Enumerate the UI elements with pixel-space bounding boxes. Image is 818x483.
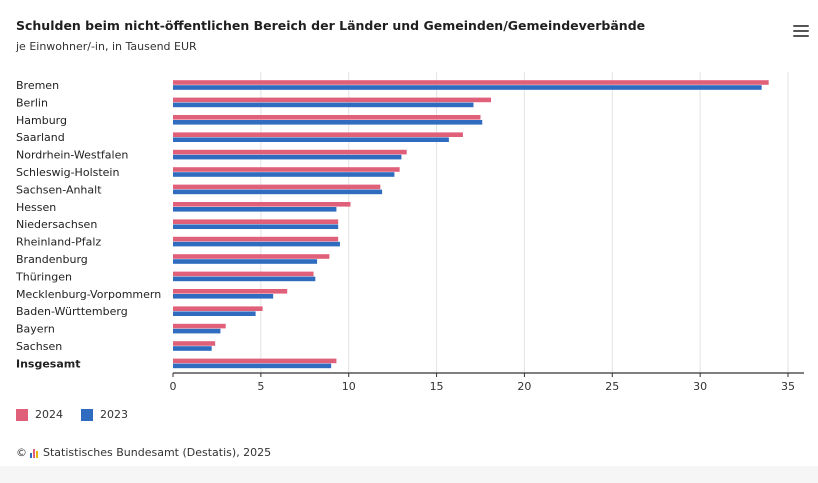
bar-2024: [173, 132, 463, 137]
bar-2023: [173, 154, 402, 160]
legend-label-2024: 2024: [35, 408, 63, 421]
bar-2023: [173, 241, 340, 247]
bar-2024: [173, 358, 337, 364]
category-label: Schleswig-Holstein: [16, 166, 119, 179]
bar-2024: [173, 115, 481, 120]
bar-2024: [173, 341, 216, 346]
x-tick-label-30: 30: [693, 380, 707, 393]
category-label: Berlin: [16, 96, 48, 109]
bar-2024: [173, 97, 492, 103]
category-label: Mecklenburg-Vorpommern: [16, 288, 161, 301]
bar-2023: [173, 328, 221, 334]
category-label: Insgesamt: [16, 357, 81, 370]
bar-2024: [173, 236, 339, 242]
category-label: Saarland: [16, 131, 65, 144]
legend-swatch-2023: [81, 408, 93, 421]
category-label: Niedersachsen: [16, 218, 97, 231]
bar-2024: [173, 149, 407, 155]
bar-2023: [173, 189, 383, 195]
bar-2023: [173, 102, 474, 108]
bar-2024: [173, 289, 288, 294]
x-tick-label-35: 35: [781, 380, 795, 393]
legend-swatch-2024: [16, 408, 28, 421]
category-label: Thüringen: [15, 270, 72, 283]
source-line: © Statistisches Bundesamt (Destatis), 20…: [16, 446, 271, 459]
bar-2023: [173, 294, 274, 299]
bar-2023: [173, 85, 762, 90]
category-label: Baden-Württemberg: [16, 305, 128, 318]
x-tick-label-5: 5: [257, 380, 264, 393]
bar-2024: [173, 202, 351, 207]
category-label: Nordrhein-Westfalen: [16, 149, 128, 162]
bar-2023: [173, 137, 449, 142]
bar-2023: [173, 311, 256, 316]
bar-2023: [173, 346, 212, 351]
bar-2023: [173, 276, 316, 282]
legend-item-2023[interactable]: 2023: [81, 408, 128, 421]
bar-2024: [173, 271, 314, 277]
bar-2023: [173, 172, 395, 177]
x-tick-label-15: 15: [430, 380, 444, 393]
source-text: Statistisches Bundesamt (Destatis), 2025: [43, 446, 272, 459]
bar-chart: 0 5 10 15 20 25 30 35 Bremen Berlin Hamburg Saarlan…: [15, 72, 804, 393]
bar-2024: [173, 184, 381, 190]
legend: 2024 2023: [16, 408, 128, 421]
chart-subtitle: je Einwohner/-in, in Tausend EUR: [16, 40, 197, 53]
category-label: Bremen: [16, 79, 59, 92]
category-label: Sachsen-Anhalt: [16, 183, 102, 196]
category-label: Hamburg: [16, 114, 67, 127]
bar-2024: [173, 167, 400, 172]
x-tick-label-20: 20: [517, 380, 531, 393]
legend-item-2024[interactable]: 2024: [16, 408, 63, 421]
destatis-logo-icon: [30, 448, 38, 458]
bar-2024: [173, 219, 339, 224]
bar-2024: [173, 323, 226, 329]
category-label: Sachsen: [16, 340, 62, 353]
copyright-symbol: ©: [16, 446, 27, 459]
x-tick-label-0: 0: [170, 380, 177, 393]
category-label: Brandenburg: [16, 253, 88, 266]
bottom-band: [0, 466, 818, 483]
bar-2023: [173, 224, 339, 229]
category-label: Hessen: [16, 201, 56, 214]
bar-2023: [173, 259, 318, 264]
hamburger-menu-icon[interactable]: [793, 25, 809, 39]
bar-2024: [173, 306, 263, 311]
legend-label-2023: 2023: [100, 408, 128, 421]
bar-2023: [173, 363, 332, 369]
category-label: Bayern: [16, 323, 55, 336]
bar-2023: [173, 120, 483, 125]
category-label: Rheinland-Pfalz: [16, 236, 101, 249]
bar-2023: [173, 207, 337, 212]
chart-title: Schulden beim nicht-öffentlichen Bereich…: [16, 18, 646, 33]
x-tick-label-10: 10: [342, 380, 356, 393]
bar-2024: [173, 80, 769, 85]
x-tick-label-25: 25: [605, 380, 619, 393]
bar-2024: [173, 254, 330, 259]
